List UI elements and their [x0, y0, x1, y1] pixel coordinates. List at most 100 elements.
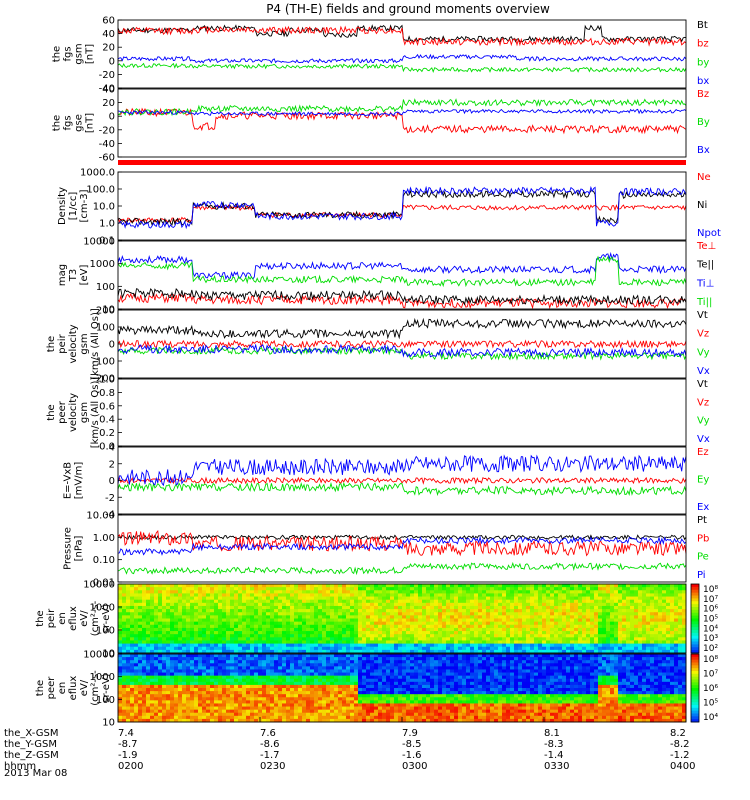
heat-cell — [510, 590, 515, 594]
heat-cell — [174, 602, 179, 607]
heat-cell — [186, 663, 191, 667]
heat-cell — [158, 669, 163, 673]
heat-cell — [250, 669, 255, 673]
heat-cell — [194, 615, 199, 619]
heat-cell — [362, 706, 367, 711]
heat-cell — [286, 646, 291, 651]
heat-cell — [138, 694, 143, 698]
heat-cell — [326, 609, 331, 613]
heat-cell — [122, 646, 127, 651]
heat-cell — [394, 715, 399, 720]
heat-cell — [414, 602, 419, 607]
heat-cell — [346, 624, 351, 629]
heat-cell — [390, 649, 395, 654]
heat-cell — [150, 624, 155, 629]
heat-cell — [358, 681, 363, 686]
heat-cell — [194, 612, 199, 616]
heat-cell — [354, 615, 359, 619]
heat-cell — [162, 596, 167, 601]
heat-cell — [318, 663, 323, 667]
heat-cell — [334, 672, 339, 677]
heat-cell — [262, 666, 267, 670]
heat-cell — [278, 657, 283, 661]
heat-cell — [294, 615, 299, 619]
heat-cell — [214, 660, 219, 664]
heat-cell — [306, 688, 311, 692]
heat-cell — [206, 672, 211, 677]
heat-cell — [462, 634, 467, 638]
heat-cell — [194, 587, 199, 591]
heat-cell — [322, 599, 327, 604]
heat-cell — [486, 649, 491, 654]
heat-cell — [422, 637, 427, 641]
heat-cell — [430, 627, 435, 632]
heat-cell — [206, 605, 211, 610]
heat-cell — [170, 609, 175, 613]
y-tick-label: 200 — [96, 306, 115, 317]
heat-cell — [326, 688, 331, 692]
heat-cell — [174, 631, 179, 635]
heat-cell — [542, 621, 547, 626]
heat-cell — [226, 631, 231, 635]
heat-cell — [554, 618, 559, 623]
heat-cell — [206, 584, 211, 588]
heat-cell — [258, 593, 263, 597]
heat-cell — [350, 660, 355, 664]
heat-cell — [214, 684, 219, 689]
heat-cell — [378, 649, 383, 654]
heat-cell — [614, 643, 619, 648]
heat-cell — [122, 691, 127, 695]
heat-cell — [306, 624, 311, 629]
heat-cell — [134, 612, 139, 616]
heat-cell — [326, 703, 331, 707]
heat-cell — [118, 663, 123, 667]
heat-cell — [146, 609, 151, 613]
heat-cell — [374, 681, 379, 686]
heat-cell — [258, 681, 263, 686]
heat-cell — [242, 706, 247, 711]
heat-cell — [358, 640, 363, 644]
y-tick-label: 0 — [109, 112, 115, 123]
heat-cell — [602, 605, 607, 610]
heat-cell — [218, 615, 223, 619]
heat-cell — [618, 646, 623, 651]
heat-cell — [554, 637, 559, 641]
heat-cell — [582, 631, 587, 635]
y-label-line: eflux — [68, 606, 79, 631]
heat-cell — [274, 627, 279, 632]
heat-cell — [206, 612, 211, 616]
heat-cell — [298, 593, 303, 597]
heat-cell — [550, 602, 555, 607]
heat-cell — [290, 691, 295, 695]
heat-cell — [538, 599, 543, 604]
heat-cell — [626, 637, 631, 641]
heat-cell — [354, 640, 359, 644]
heat-cell — [422, 599, 427, 604]
heat-cell — [598, 618, 603, 623]
heat-cell — [162, 660, 167, 664]
heat-cell — [322, 669, 327, 673]
heat-cell — [406, 634, 411, 638]
heat-cell — [666, 631, 671, 635]
heat-cell — [650, 649, 655, 654]
heat-cell — [314, 678, 319, 683]
heat-cell — [186, 649, 191, 654]
heat-cell — [122, 712, 127, 717]
heat-cell — [194, 624, 199, 629]
heat-cell — [602, 637, 607, 641]
heat-cell — [234, 643, 239, 648]
heat-cell — [118, 691, 123, 695]
heat-cell — [366, 703, 371, 707]
legend-Vt: Vt — [697, 379, 708, 390]
heat-cell — [386, 669, 391, 673]
heat-cell — [678, 612, 683, 616]
heat-cell — [422, 609, 427, 613]
heat-cell — [122, 609, 127, 613]
heat-cell — [342, 634, 347, 638]
heat-cell — [434, 643, 439, 648]
y-label-line: peer — [57, 400, 68, 424]
heat-cell — [390, 593, 395, 597]
colorbar-cell — [691, 644, 699, 648]
heat-cell — [202, 663, 207, 667]
heat-cell — [498, 643, 503, 648]
